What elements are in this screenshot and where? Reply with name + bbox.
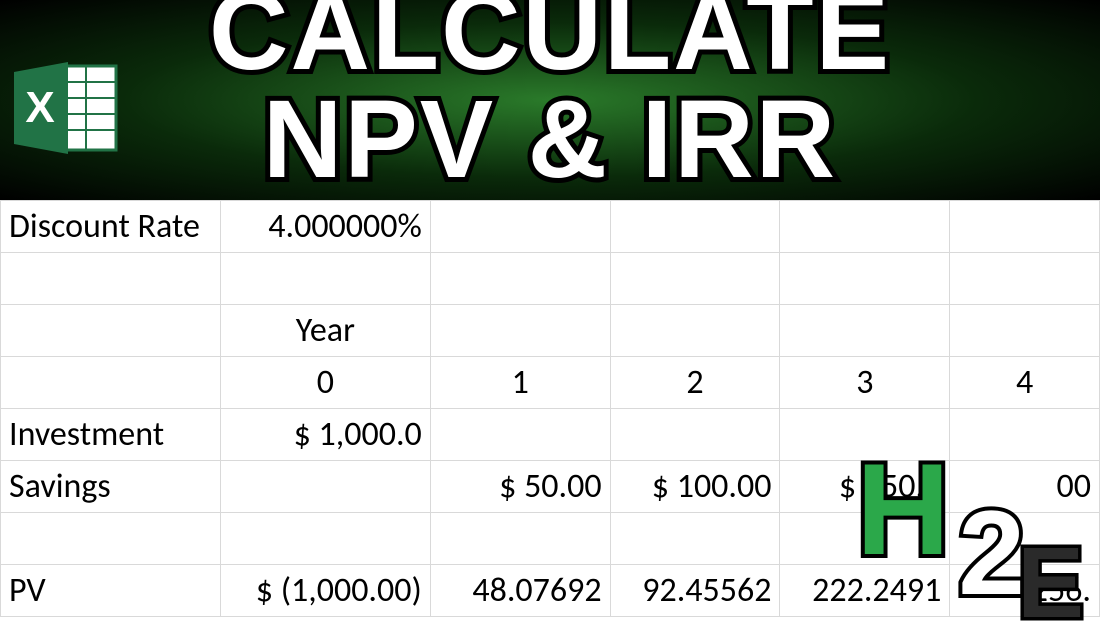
cell-empty[interactable]: [610, 513, 780, 565]
cell-empty[interactable]: [430, 305, 610, 357]
title-banner: X CALCULATE NPV & IRR: [0, 0, 1100, 200]
row-year-numbers[interactable]: 0 1 2 3 4: [1, 357, 1100, 409]
cell-savings-1[interactable]: $ 50.00: [430, 461, 610, 513]
cell-discount-value[interactable]: 4.000000%: [220, 201, 430, 253]
row-blank[interactable]: [1, 253, 1100, 305]
cell-year-2[interactable]: 2: [610, 357, 780, 409]
cell-year-1[interactable]: 1: [430, 357, 610, 409]
cell-pv-1[interactable]: 48.07692: [430, 565, 610, 617]
cell-empty[interactable]: [610, 305, 780, 357]
cell-empty[interactable]: [950, 305, 1100, 357]
logo-2: 2: [958, 493, 1025, 613]
cell-empty[interactable]: [610, 253, 780, 305]
title-line-2: NPV & IRR: [263, 78, 837, 201]
cell-empty[interactable]: [780, 201, 950, 253]
banner-title: CALCULATE NPV & IRR: [0, 0, 1100, 194]
cell-investment-4[interactable]: [950, 409, 1100, 461]
cell-empty[interactable]: [220, 253, 430, 305]
cell-empty[interactable]: [950, 253, 1100, 305]
cell-pv-label[interactable]: PV: [1, 565, 221, 617]
cell-empty[interactable]: [780, 305, 950, 357]
cell-empty[interactable]: [430, 201, 610, 253]
cell-savings-2[interactable]: $ 100.00: [610, 461, 780, 513]
cell-empty[interactable]: [1, 305, 221, 357]
cell-discount-label[interactable]: Discount Rate: [1, 201, 221, 253]
cell-empty[interactable]: [610, 201, 780, 253]
cell-empty[interactable]: [1, 357, 221, 409]
cell-year-0[interactable]: 0: [220, 357, 430, 409]
cell-empty[interactable]: [430, 253, 610, 305]
cell-empty[interactable]: [950, 201, 1100, 253]
cell-savings-label[interactable]: Savings: [1, 461, 221, 513]
cell-empty[interactable]: [1, 513, 221, 565]
cell-empty[interactable]: [430, 513, 610, 565]
cell-investment-2[interactable]: [610, 409, 780, 461]
cell-empty[interactable]: [780, 253, 950, 305]
logo-h: H: [856, 444, 950, 574]
cell-year-3[interactable]: 3: [780, 357, 950, 409]
row-year-header[interactable]: Year: [1, 305, 1100, 357]
cell-investment-0[interactable]: $ 1,000.0: [220, 409, 430, 461]
cell-year-4[interactable]: 4: [950, 357, 1100, 409]
cell-empty[interactable]: [1, 253, 221, 305]
logo-e: E: [1017, 533, 1084, 633]
cell-year-header[interactable]: Year: [220, 305, 430, 357]
cell-pv-2[interactable]: 92.45562: [610, 565, 780, 617]
cell-empty[interactable]: [220, 513, 430, 565]
cell-pv-0[interactable]: $ (1,000.00): [220, 565, 430, 617]
cell-investment-label[interactable]: Investment: [1, 409, 221, 461]
cell-investment-1[interactable]: [430, 409, 610, 461]
row-discount-rate[interactable]: Discount Rate 4.000000%: [1, 201, 1100, 253]
cell-savings-0[interactable]: [220, 461, 430, 513]
